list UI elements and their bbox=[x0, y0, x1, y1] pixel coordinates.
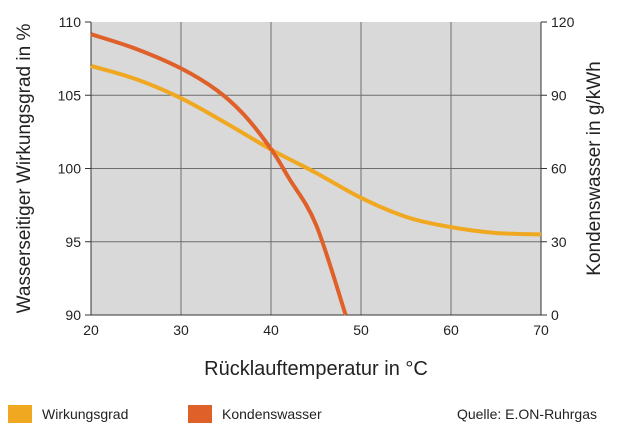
x-tick-label: 60 bbox=[443, 322, 459, 338]
x-tick-label: 50 bbox=[353, 322, 369, 338]
x-axis-label: Rücklauftemperatur in °C bbox=[204, 358, 428, 380]
x-tick-label: 70 bbox=[533, 322, 549, 338]
legend-label-kondenswasser: Kondenswasser bbox=[222, 406, 322, 422]
legend-item-wirkungsgrad: Wirkungsgrad bbox=[8, 402, 128, 426]
y-tick-label-left: 110 bbox=[59, 14, 82, 30]
legend-label-wirkungsgrad: Wirkungsgrad bbox=[42, 406, 129, 422]
tick-labels: 20 30 40 50 60 70 90 95 100 105 110 0 30 60 90 120 bbox=[58, 14, 575, 338]
y-tick-label-right: 0 bbox=[551, 307, 559, 323]
grid-lines bbox=[91, 22, 541, 315]
x-tick-label: 40 bbox=[263, 322, 279, 338]
y-tick-label-right: 90 bbox=[551, 87, 567, 103]
y-axis-right-label: Kondenswasser in g/kWh bbox=[584, 61, 605, 275]
y-tick-label-right: 30 bbox=[551, 234, 567, 250]
x-tick-label: 20 bbox=[83, 322, 99, 338]
series-line-kondenswasser bbox=[90, 32, 348, 316]
y-tick-label-left: 90 bbox=[65, 307, 81, 323]
y-tick-label-left: 95 bbox=[65, 234, 81, 250]
axes bbox=[85, 21, 547, 316]
y-tick-label-left: 105 bbox=[58, 87, 82, 103]
legend-item-kondenswasser: Kondenswasser bbox=[188, 402, 322, 426]
y-tick-label-right: 60 bbox=[551, 161, 567, 177]
y-tick-label-left: 100 bbox=[58, 161, 82, 177]
y-axis-left-label: Wasserseitiger Wirkungsgrad in % bbox=[14, 24, 35, 314]
legend-swatch-wirkungsgrad bbox=[8, 405, 32, 423]
series-line-wirkungsgrad bbox=[90, 64, 542, 237]
series-lines bbox=[90, 32, 542, 316]
y-tick-label-right: 120 bbox=[551, 14, 575, 30]
x-tick-label: 30 bbox=[173, 322, 189, 338]
legend: Wirkungsgrad Kondenswasser Quelle: E.ON-… bbox=[0, 402, 617, 426]
legend-swatch-kondenswasser bbox=[188, 405, 212, 423]
line-chart: 20 30 40 50 60 70 90 95 100 105 110 0 30 60 90 120 Rück… bbox=[14, 14, 605, 380]
source-note: Quelle: E.ON-Ruhrgas bbox=[456, 406, 597, 422]
